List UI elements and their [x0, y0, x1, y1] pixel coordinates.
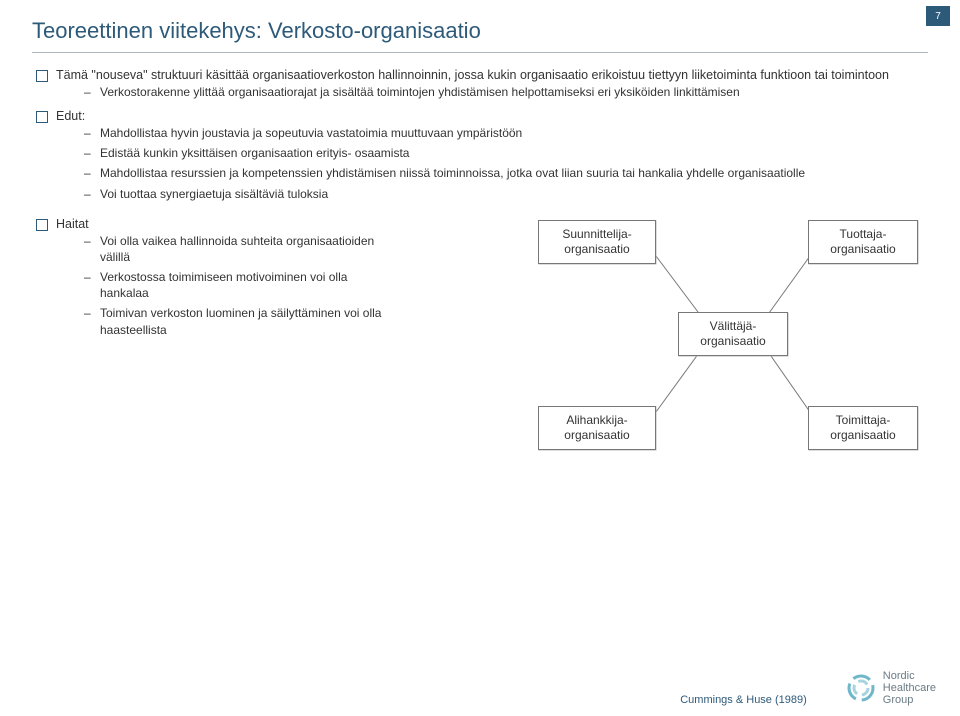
node-tuottaja: Tuottaja-organisaatio	[808, 220, 918, 264]
title-divider	[32, 52, 928, 53]
logo-line2: Healthcare	[883, 682, 936, 694]
logo-line1: Nordic	[883, 670, 936, 682]
node-toimittaja: Toimittaja-organisaatio	[808, 406, 918, 450]
bullet-intro-sub1: Verkostorakenne ylittää organisaatioraja…	[84, 84, 928, 100]
haitat-list: Haitat Voi olla vaikea hallinnoida suhte…	[32, 216, 392, 338]
logo-line3: Group	[883, 694, 936, 706]
network-diagram: Suunnittelija-organisaatio Tuottaja-organ…	[498, 216, 928, 486]
page-number: 7	[926, 6, 950, 26]
node-alihankkija: Alihankkija-organisaatio	[538, 406, 656, 450]
bullet-edut: Edut: Mahdollistaa hyvin joustavia ja so…	[36, 108, 928, 202]
edut-2: Edistää kunkin yksittäisen organisaation…	[84, 145, 928, 161]
citation: Cummings & Huse (1989)	[680, 694, 807, 706]
bullet-list: Tämä "nouseva" struktuuri käsittää organ…	[32, 67, 928, 202]
logo-icon	[845, 672, 877, 704]
slide-title: Teoreettinen viitekehys: Verkosto-organi…	[32, 18, 928, 44]
edut-4: Voi tuottaa synergiaetuja sisältäviä tul…	[84, 186, 928, 202]
edut-3: Mahdollistaa resurssien ja kompetenssien…	[84, 165, 928, 181]
node-suunnittelija: Suunnittelija-organisaatio	[538, 220, 656, 264]
haitat-1: Voi olla vaikea hallinnoida suhteita org…	[84, 233, 392, 265]
bullet-edut-title: Edut:	[56, 109, 85, 123]
bullet-intro-text: Tämä "nouseva" struktuuri käsittää organ…	[56, 68, 889, 82]
edut-1: Mahdollistaa hyvin joustavia ja sopeutuv…	[84, 125, 928, 141]
logo: Nordic Healthcare Group	[845, 670, 936, 706]
bullet-intro: Tämä "nouseva" struktuuri käsittää organ…	[36, 67, 928, 100]
footer: Cummings & Huse (1989) Nordic Healthcare…	[24, 670, 936, 706]
bullet-haitat: Haitat Voi olla vaikea hallinnoida suhte…	[36, 216, 392, 338]
haitat-2: Verkostossa toimimiseen motivoiminen voi…	[84, 269, 392, 301]
bullet-haitat-title: Haitat	[56, 217, 89, 231]
node-valittaja: Välittäjä-organisaatio	[678, 312, 788, 356]
haitat-3: Toimivan verkoston luominen ja säilyttäm…	[84, 305, 392, 337]
